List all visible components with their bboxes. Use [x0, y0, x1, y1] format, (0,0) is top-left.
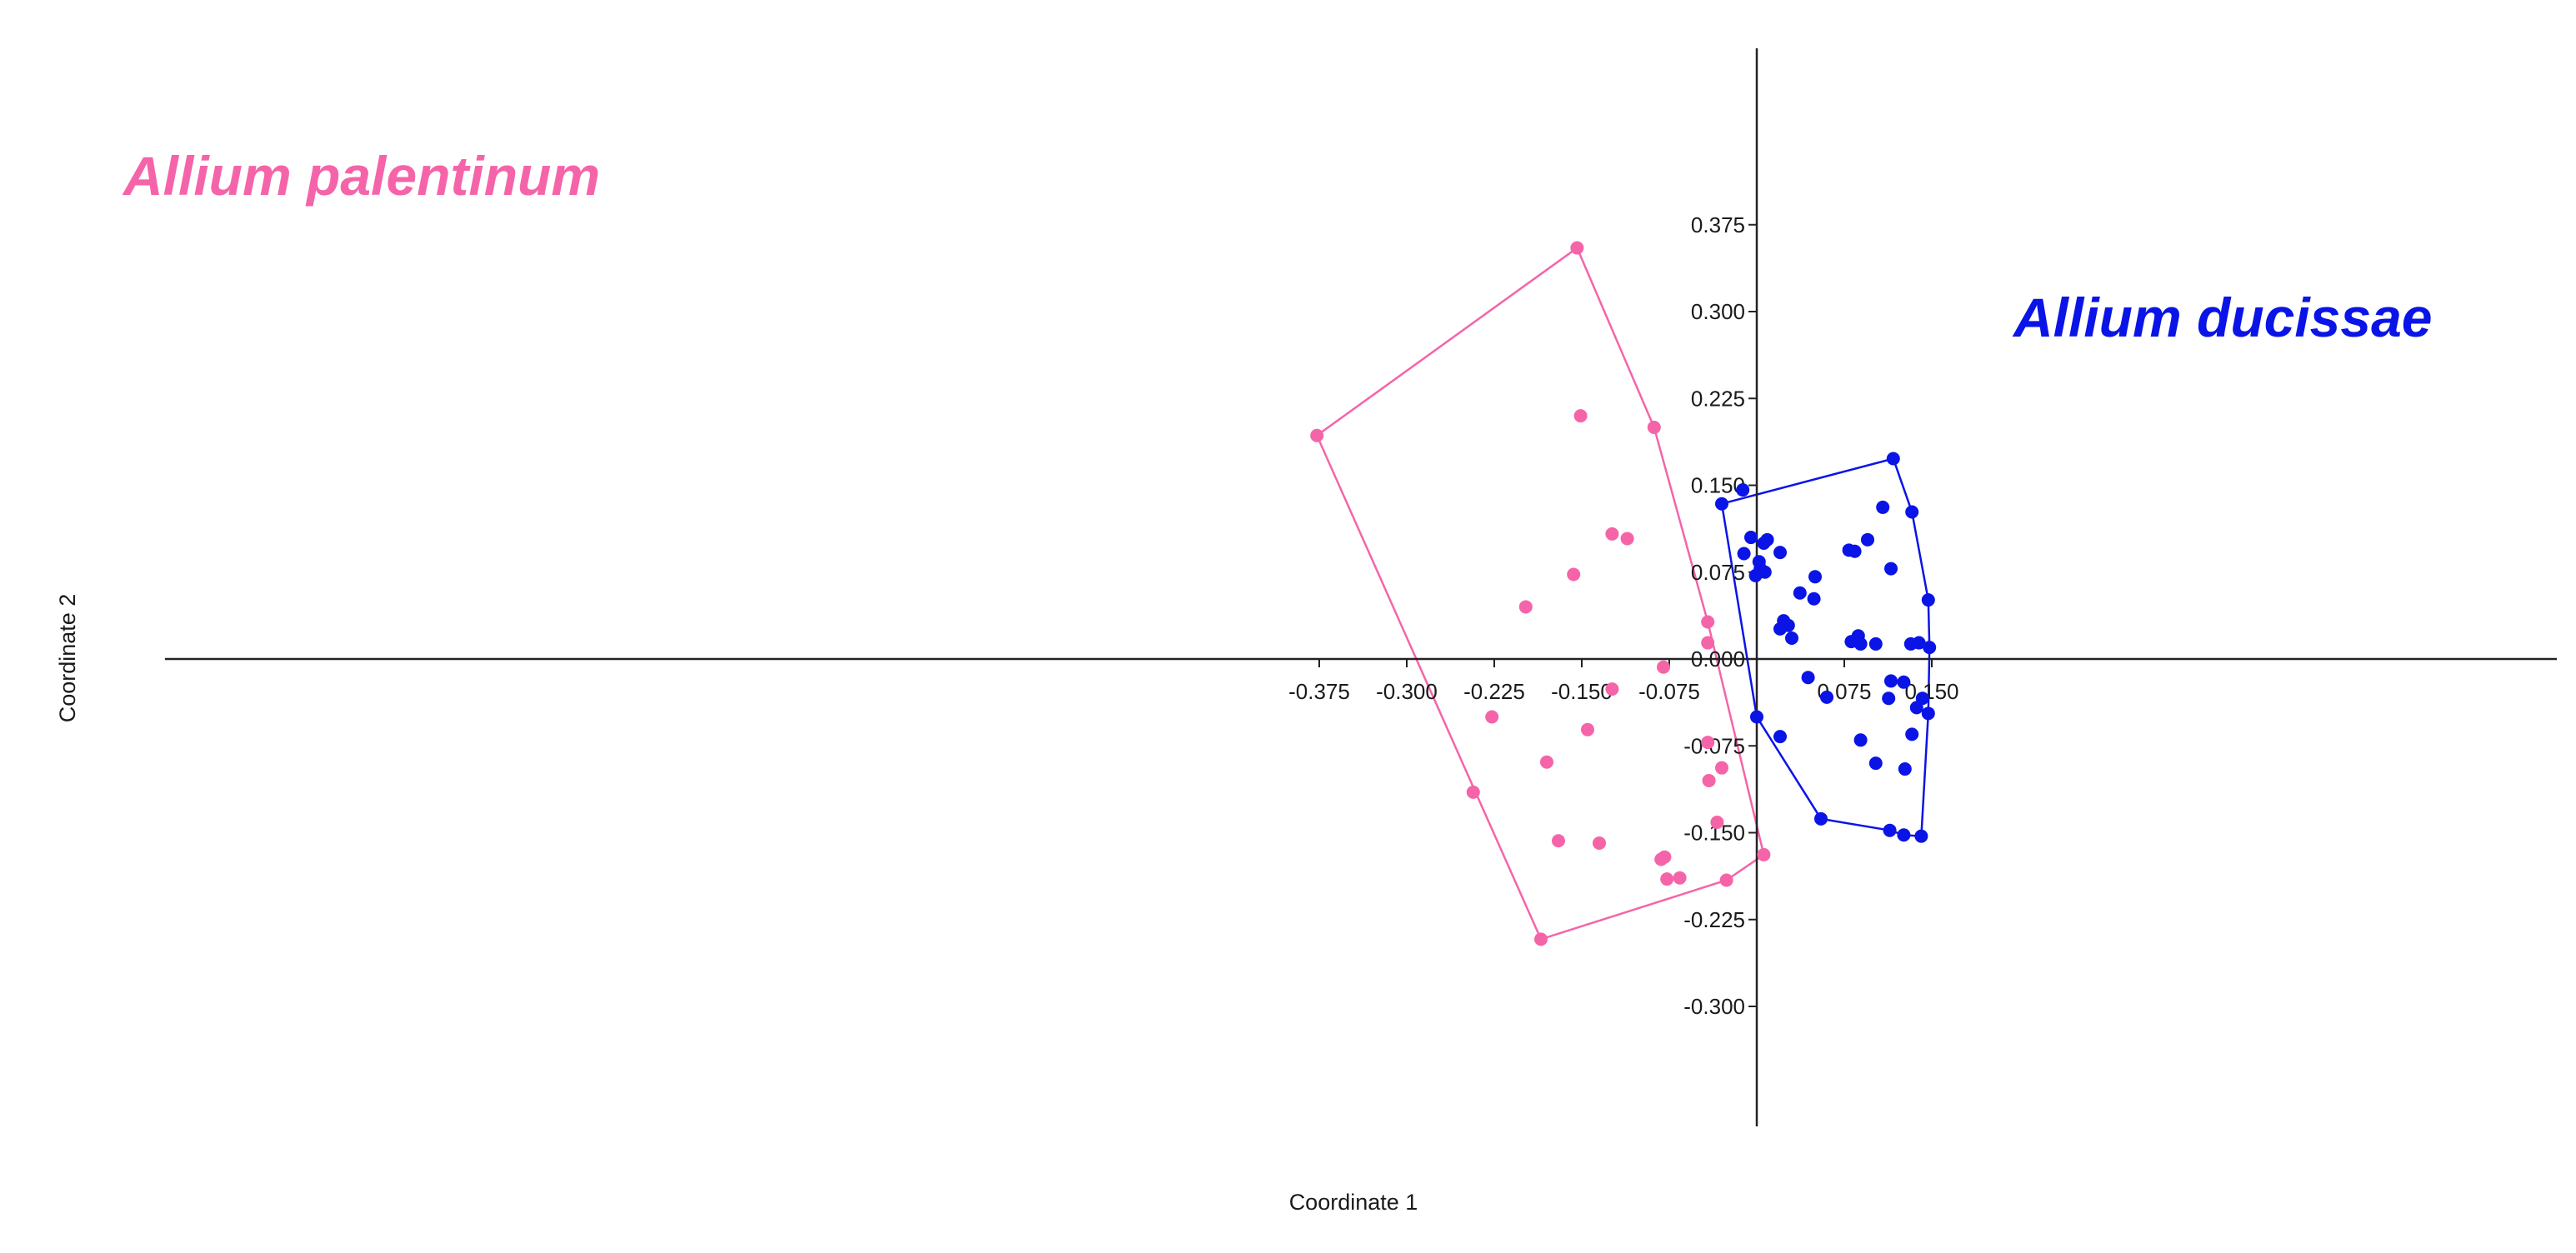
allium-palentinum-label: Allium palentinum — [122, 145, 600, 207]
allium-palentinum-point — [1701, 615, 1715, 629]
allium-ducissae-point — [1914, 829, 1928, 843]
allium-ducissae-point — [1897, 675, 1911, 689]
allium-palentinum-point — [1567, 567, 1581, 582]
allium-palentinum-point — [1593, 836, 1606, 851]
allium-ducissae-point — [1736, 483, 1750, 497]
allium-ducissae-point — [1898, 762, 1912, 776]
allium-ducissae-point — [1773, 730, 1787, 744]
allium-ducissae-point — [1715, 497, 1728, 511]
allium-ducissae-point — [1884, 562, 1898, 576]
axis-ticks: -0.375 -0.300 -0.225 -0.150 -0.075 0.075 0.150… — [1288, 212, 1958, 1019]
allium-palentinum-point — [1581, 722, 1594, 736]
allium-ducissae-label: Allium ducissae — [2012, 287, 2433, 348]
allium-ducissae-point — [1814, 811, 1828, 826]
y-tick-label: -0.075 — [1683, 733, 1745, 758]
allium-palentinum-point — [1605, 527, 1619, 541]
x-axis-title: Coordinate 1 — [1289, 1190, 1418, 1215]
allium-palentinum-point — [1657, 660, 1670, 674]
allium-ducissae-point — [1861, 532, 1874, 547]
x-tick-label: 0.150 — [1904, 679, 1958, 704]
allium-palentinum-point — [1534, 932, 1548, 946]
allium-ducissae-point — [1876, 500, 1890, 514]
allium-ducissae-point — [1897, 828, 1911, 842]
allium-palentinum-hull — [1315, 246, 1765, 941]
allium-ducissae-point — [1750, 710, 1763, 724]
y-tick-label: 0.375 — [1691, 212, 1745, 237]
allium-palentinum-point — [1466, 785, 1480, 799]
y-tick-label: 0.000 — [1691, 646, 1745, 671]
allium-palentinum-point — [1702, 773, 1716, 787]
allium-ducissae-point — [1883, 823, 1897, 837]
y-tick-label: 0.300 — [1691, 299, 1745, 324]
y-tick-label: 0.225 — [1691, 386, 1745, 411]
allium-ducissae-point — [1848, 544, 1862, 558]
x-tick-label: -0.375 — [1288, 679, 1350, 704]
allium-ducissae-point — [1868, 756, 1883, 771]
allium-ducissae-point — [1853, 733, 1868, 747]
allium-palentinum-point — [1310, 428, 1324, 442]
y-tick-label: -0.300 — [1683, 994, 1745, 1019]
allium-palentinum-point — [1660, 872, 1674, 886]
allium-palentinum-point — [1573, 409, 1588, 423]
allium-ducissae-point — [1801, 671, 1815, 685]
allium-palentinum-point — [1647, 421, 1661, 434]
y-tick-label: -0.225 — [1683, 907, 1745, 932]
allium-ducissae-point — [1785, 631, 1798, 645]
allium-ducissae-point — [1912, 636, 1926, 650]
allium-palentinum-point — [1710, 815, 1724, 829]
x-tick-label: -0.075 — [1638, 679, 1700, 704]
x-tick-label: -0.300 — [1376, 679, 1438, 704]
allium-ducissae-point — [1882, 691, 1896, 706]
allium-palentinum-point — [1552, 834, 1565, 848]
allium-ducissae-point — [1905, 505, 1919, 519]
allium-ducissae-point — [1773, 546, 1787, 560]
allium-ducissae-point — [1853, 636, 1868, 651]
x-tick-label: -0.225 — [1463, 679, 1525, 704]
allium-palentinum-point — [1757, 847, 1771, 861]
allium-ducissae-point — [1915, 691, 1929, 706]
allium-ducissae-point — [1921, 706, 1935, 721]
allium-ducissae-point — [1868, 636, 1883, 651]
allium-palentinum-point — [1701, 736, 1715, 750]
allium-palentinum-point — [1620, 532, 1634, 546]
data-points — [1310, 241, 1937, 946]
allium-palentinum-point — [1719, 873, 1733, 887]
axes — [165, 48, 2557, 1126]
allium-ducissae-point — [1820, 690, 1833, 704]
allium-palentinum-point — [1570, 241, 1584, 255]
y-axis-title: Coordinate 2 — [55, 594, 80, 723]
allium-ducissae-hull — [1720, 457, 1931, 838]
allium-palentinum-point — [1518, 600, 1533, 614]
allium-ducissae-point — [1923, 641, 1937, 655]
allium-ducissae-point — [1748, 568, 1763, 582]
allium-ducissae-point — [1808, 570, 1822, 584]
allium-palentinum-point — [1485, 710, 1499, 724]
allium-palentinum-point — [1715, 761, 1728, 775]
allium-ducissae-point — [1884, 674, 1898, 688]
group-labels: Allium palentinum Allium ducissae — [122, 145, 2433, 348]
allium-ducissae-point — [1886, 452, 1900, 466]
allium-ducissae-point — [1744, 531, 1758, 545]
allium-ducissae-point — [1757, 537, 1771, 550]
allium-palentinum-point — [1701, 636, 1715, 650]
allium-palentinum-point — [1605, 682, 1619, 696]
allium-ducissae-point — [1905, 727, 1919, 741]
allium-ducissae-point — [1921, 593, 1935, 607]
y-tick-label: 0.075 — [1691, 560, 1745, 585]
allium-palentinum-point — [1673, 871, 1687, 885]
y-tick-label: 0.150 — [1691, 473, 1745, 498]
allium-ducissae-point — [1807, 592, 1821, 606]
allium-ducissae-point — [1737, 547, 1751, 561]
allium-ducissae-point — [1793, 586, 1807, 600]
convex-hulls — [1315, 246, 1931, 941]
x-tick-label: -0.150 — [1551, 679, 1613, 704]
allium-palentinum-point — [1658, 850, 1672, 864]
allium-ducissae-point — [1773, 622, 1787, 636]
allium-palentinum-point — [1540, 755, 1553, 769]
